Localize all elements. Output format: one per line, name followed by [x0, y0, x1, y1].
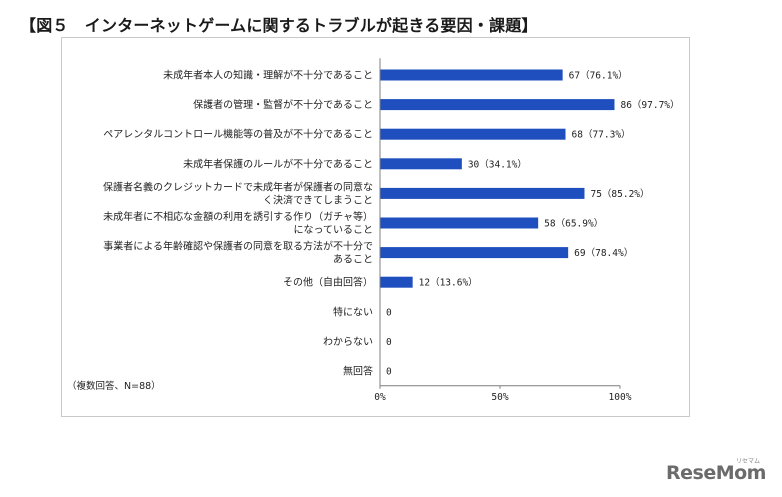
category-label: 未成年者本人の知識・理解が不十分であること — [163, 69, 373, 82]
bar — [380, 99, 615, 111]
category-label: わからない — [323, 336, 373, 348]
bar — [380, 217, 539, 229]
resemom-logo: ReseMom — [666, 462, 766, 484]
category-label: く決済できてしまうこと — [263, 193, 373, 206]
value-label: 58（65.9%） — [544, 218, 603, 230]
chart-frame — [61, 37, 690, 417]
category-label: 事業者による年齢確認や保護者の同意を取る方法が不十分で — [103, 240, 373, 253]
value-label: 0 — [386, 367, 392, 378]
x-tick-label: 50% — [491, 392, 508, 403]
value-label: 86（97.7%） — [620, 99, 679, 111]
sample-note: （複数回答、N=88） — [67, 380, 161, 392]
bar — [380, 128, 566, 140]
value-label: 30（34.1%） — [468, 158, 527, 170]
chart-title: 【図５ インターネットゲームに関するトラブルが起きる要因・課題】 — [20, 16, 538, 35]
category-label: あること — [333, 254, 373, 266]
value-label: 68（77.3%） — [572, 129, 631, 141]
x-tick-label: 100% — [609, 392, 632, 403]
category-label: になっていること — [294, 224, 374, 236]
bar — [380, 158, 462, 170]
value-label: 0 — [386, 337, 392, 348]
category-label: 特にない — [333, 306, 373, 318]
value-label: 67（76.1%） — [569, 70, 628, 82]
category-label: 保護者名義のクレジットカードで未成年者が保護者の同意な — [103, 180, 373, 193]
value-label: 69（78.4%） — [574, 247, 633, 259]
category-label: ペアレンタルコントロール機能等の普及が不十分であること — [103, 128, 373, 141]
x-tick-label: 0% — [374, 392, 386, 403]
category-label: その他（自由回答） — [283, 276, 373, 289]
bar — [380, 69, 563, 81]
bar — [380, 276, 413, 288]
value-label: 0 — [386, 307, 392, 318]
value-label: 75（85.2%） — [590, 188, 649, 200]
category-label: 無回答 — [343, 365, 373, 378]
resemom-logo-sub: リセマム — [736, 458, 761, 465]
value-label: 12（13.6%） — [419, 277, 478, 289]
category-label: 保護者の管理・監督が不十分であること — [193, 98, 373, 111]
bar — [380, 187, 585, 199]
category-label: 未成年者に不相応な金額の利用を誘引する作り（ガチャ等） — [103, 210, 373, 223]
bar — [380, 247, 569, 259]
category-label: 未成年者保護のルールが不十分であること — [183, 157, 373, 170]
